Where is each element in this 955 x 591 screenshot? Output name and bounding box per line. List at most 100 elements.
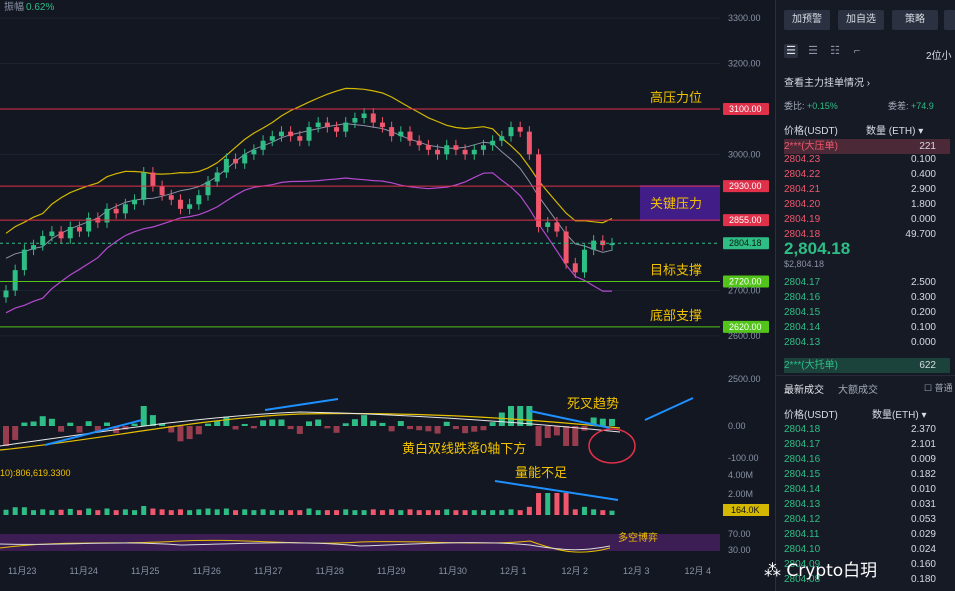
macd-bar xyxy=(223,416,230,426)
candle-body xyxy=(31,245,37,250)
macd-bar xyxy=(397,421,404,426)
macd-bar xyxy=(3,426,9,446)
big-ask-row[interactable]: 2***(大压单) 221 xyxy=(784,139,950,154)
candle-body xyxy=(3,290,9,298)
ask-row-price: 2804.23 xyxy=(784,154,821,165)
macd-bar xyxy=(351,419,358,426)
trade-row-price: 2804.09 xyxy=(784,559,821,570)
rsi-annotation: 多空博弈 xyxy=(618,531,658,544)
volume-panel: 10):806,619.3300 4.00M 2.00M 164.0K 量能不足 xyxy=(0,465,769,516)
price-chart[interactable]: 振幅 0.62% 关键压力 高压力位 3100.00 2930.00 2855.00 目标… xyxy=(0,0,775,591)
ask-row[interactable]: 2804.22 0.400 xyxy=(784,167,950,182)
trade-row[interactable]: 2804.13 0.031 xyxy=(784,497,950,512)
candle-body xyxy=(490,140,496,146)
trade-row-qty: 0.009 xyxy=(910,454,936,465)
key-zone-label: 关键压力 xyxy=(650,196,702,211)
trade-row-qty: 0.010 xyxy=(910,484,936,495)
committee-diff: 委差: +74.9 xyxy=(888,101,934,111)
trades-price-header: 价格(USDT) xyxy=(784,410,838,421)
volume-bar xyxy=(76,510,82,515)
volume-bar xyxy=(370,509,376,515)
more-button[interactable] xyxy=(944,10,955,30)
candle-body xyxy=(609,243,615,246)
candle-body xyxy=(113,208,119,214)
ask-row[interactable]: 2804.23 0.100 xyxy=(784,152,950,167)
trade-row[interactable]: 2804.16 0.009 xyxy=(784,452,950,467)
price-tick-label: 3000.00 xyxy=(728,149,761,159)
volume-bar xyxy=(609,510,615,515)
trade-row[interactable]: 2804.10 0.024 xyxy=(784,542,950,557)
orderbook-qty-header[interactable]: 数量 (ETH) ▾ xyxy=(866,126,924,137)
trades-qty-header[interactable]: 数量(ETH) ▾ xyxy=(872,410,927,421)
trade-row[interactable]: 2804.11 0.029 xyxy=(784,527,950,542)
bids-only-icon[interactable]: ☰ xyxy=(808,45,818,57)
volume-bar xyxy=(40,509,46,515)
volume-bar xyxy=(444,509,450,515)
macd-tick-label: -100.00 xyxy=(728,453,759,463)
asks-only-icon[interactable]: ☷ xyxy=(830,45,840,57)
volume-bar xyxy=(490,510,496,515)
amplitude-label: 振幅 xyxy=(4,0,24,13)
trade-row[interactable]: 2804.14 0.010 xyxy=(784,482,950,497)
volume-bar xyxy=(31,510,37,515)
candle-body xyxy=(554,222,560,232)
ask-row-qty: 1.800 xyxy=(910,199,936,210)
rsi-tick-label: 30.00 xyxy=(728,545,751,555)
big-bid-row[interactable]: 2***(大托单) 622 xyxy=(784,358,950,373)
level-price-tag-text: 2720.00 xyxy=(729,276,762,286)
ask-row[interactable]: 2804.18 49.700 xyxy=(784,227,950,242)
candle-body xyxy=(278,131,284,137)
candle-body xyxy=(425,145,431,150)
trade-row[interactable]: 2804.08 0.180 xyxy=(784,572,950,587)
trade-row[interactable]: 2804.17 2.101 xyxy=(784,437,950,452)
price-axis: 3300.00 3200.00 3000.00 2700.00 2600.00 xyxy=(728,13,761,341)
normal-checkbox[interactable]: ☐ 普通 xyxy=(924,383,953,393)
volume-bar xyxy=(425,510,431,515)
bid-row[interactable]: 2804.16 0.300 xyxy=(784,290,950,305)
candle-body xyxy=(517,127,523,132)
macd-bar xyxy=(168,426,175,433)
bid-row[interactable]: 2804.13 0.000 xyxy=(784,335,950,350)
volume-bar xyxy=(416,510,422,515)
trade-row[interactable]: 2804.09 0.160 xyxy=(784,557,950,572)
candle-body xyxy=(398,131,404,137)
volume-bar xyxy=(398,510,404,515)
macd-bar xyxy=(480,426,487,431)
macd-bar xyxy=(333,426,340,433)
candle-body xyxy=(499,136,505,141)
volume-bar xyxy=(67,508,73,515)
strategy-button[interactable]: 策略 xyxy=(892,10,938,30)
trade-row-price: 2804.14 xyxy=(784,484,821,495)
price-tick-label: 3300.00 xyxy=(728,13,761,23)
volume-bar xyxy=(462,510,468,515)
add-alert-button[interactable]: 加预警 xyxy=(784,10,830,30)
level-price-tag xyxy=(723,320,769,333)
both-sides-icon[interactable]: ☰ xyxy=(784,44,798,58)
trade-row-price: 2804.08 xyxy=(784,574,821,585)
trade-row[interactable]: 2804.15 0.182 xyxy=(784,467,950,482)
tab-latest-trades[interactable]: 最新成交 xyxy=(784,385,824,396)
tab-large-trades[interactable]: 大额成交 xyxy=(838,385,878,396)
main-force-link[interactable]: 查看主力挂单情况 › xyxy=(784,78,871,89)
bid-row[interactable]: 2804.14 0.100 xyxy=(784,320,950,335)
ask-row[interactable]: 2804.19 0.000 xyxy=(784,212,950,227)
ask-row[interactable]: 2804.21 2.900 xyxy=(784,182,950,197)
precision-select[interactable]: 2位小 xyxy=(926,51,952,62)
trade-row[interactable]: 2804.18 2.370 xyxy=(784,422,950,437)
ask-row[interactable]: 2804.20 1.800 xyxy=(784,197,950,212)
death-cross-circle xyxy=(588,428,636,464)
volume-tag xyxy=(723,504,769,516)
bid-row[interactable]: 2804.17 2.500 xyxy=(784,275,950,290)
depth-icon[interactable]: ⌐ xyxy=(853,45,861,57)
bid-row[interactable]: 2804.15 0.200 xyxy=(784,305,950,320)
time-tick-label: 11月25 xyxy=(131,566,159,576)
volume-bar xyxy=(581,506,587,515)
candle-body xyxy=(572,263,578,273)
trade-row-qty: 0.180 xyxy=(910,574,936,585)
price-tick-label: 2700.00 xyxy=(728,286,761,296)
add-watchlist-button[interactable]: 加自选 xyxy=(838,10,884,30)
candle-body xyxy=(435,149,441,155)
trade-row[interactable]: 2804.12 0.053 xyxy=(784,512,950,527)
macd-bar xyxy=(296,426,303,434)
volume-bar xyxy=(306,508,312,515)
